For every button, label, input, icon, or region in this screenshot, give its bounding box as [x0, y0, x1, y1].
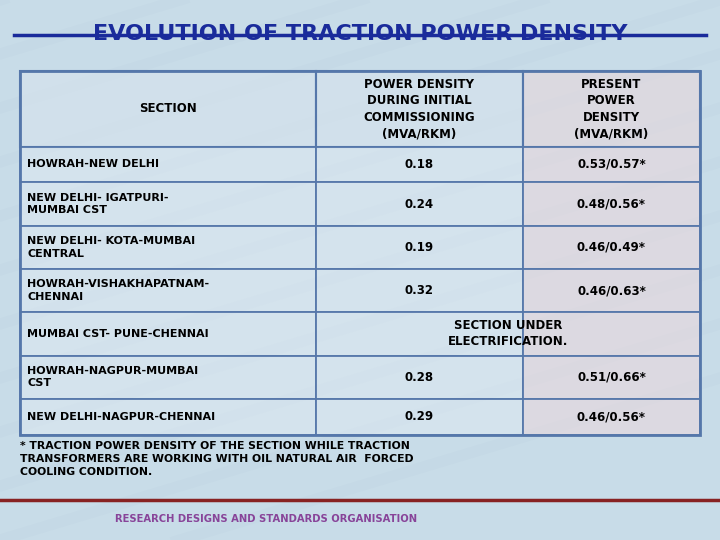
Text: SECTION UNDER
ELECTRIFICATION.: SECTION UNDER ELECTRIFICATION.	[448, 320, 568, 348]
Bar	[523, 146, 700, 183]
Bar	[20, 269, 316, 312]
Text: 0.19: 0.19	[405, 241, 434, 254]
Bar	[316, 71, 523, 146]
Bar	[316, 183, 523, 226]
Bar	[523, 399, 700, 435]
Bar	[523, 269, 700, 312]
Text: * TRACTION POWER DENSITY OF THE SECTION WHILE TRACTION
TRANSFORMERS ARE WORKING : * TRACTION POWER DENSITY OF THE SECTION …	[20, 441, 414, 477]
Bar	[316, 356, 523, 399]
Bar	[20, 183, 316, 226]
Bar	[20, 399, 316, 435]
Text: MUMBAI CST- PUNE-CHENNAI: MUMBAI CST- PUNE-CHENNAI	[27, 329, 209, 339]
Text: PRESENT
POWER
DENSITY
(MVA/RKM): PRESENT POWER DENSITY (MVA/RKM)	[575, 78, 649, 140]
Text: NEW DELHI- KOTA-MUMBAI
CENTRAL: NEW DELHI- KOTA-MUMBAI CENTRAL	[27, 236, 196, 259]
Text: 0.48/0.56*: 0.48/0.56*	[577, 198, 646, 211]
Bar	[316, 269, 523, 312]
Bar	[20, 71, 316, 146]
Text: HOWRAH-NAGPUR-MUMBAI
CST: HOWRAH-NAGPUR-MUMBAI CST	[27, 366, 199, 388]
Bar	[316, 146, 523, 183]
Bar	[20, 356, 316, 399]
Bar	[523, 226, 700, 269]
Text: POWER DENSITY
DURING INITIAL
COMMISSIONING
(MVA/RKM): POWER DENSITY DURING INITIAL COMMISSIONI…	[364, 78, 475, 140]
Bar	[523, 356, 700, 399]
Text: 0.46/0.49*: 0.46/0.49*	[577, 241, 646, 254]
Bar	[316, 226, 523, 269]
Text: NEW DELHI-NAGPUR-CHENNAI: NEW DELHI-NAGPUR-CHENNAI	[27, 412, 215, 422]
Text: 0.46/0.56*: 0.46/0.56*	[577, 410, 646, 423]
Bar	[523, 312, 700, 356]
Text: 0.29: 0.29	[405, 410, 434, 423]
Bar	[523, 71, 700, 146]
Text: HOWRAH-NEW DELHI: HOWRAH-NEW DELHI	[27, 159, 159, 170]
Text: NEW DELHI- IGATPURI-
MUMBAI CST: NEW DELHI- IGATPURI- MUMBAI CST	[27, 193, 169, 215]
Bar	[523, 183, 700, 226]
Text: RESEARCH DESIGNS AND STANDARDS ORGANISATION: RESEARCH DESIGNS AND STANDARDS ORGANISAT…	[115, 515, 418, 524]
Bar	[20, 71, 700, 435]
Text: 0.24: 0.24	[405, 198, 434, 211]
Text: 0.32: 0.32	[405, 284, 434, 297]
Bar	[20, 226, 316, 269]
Text: SECTION: SECTION	[139, 103, 197, 116]
Text: 0.51/0.66*: 0.51/0.66*	[577, 371, 646, 384]
Text: 0.53/0.57*: 0.53/0.57*	[577, 158, 646, 171]
Bar	[20, 312, 316, 356]
Text: HOWRAH-VISHAKHAPATNAM-
CHENNAI: HOWRAH-VISHAKHAPATNAM- CHENNAI	[27, 280, 210, 302]
Text: 0.46/0.63*: 0.46/0.63*	[577, 284, 646, 297]
Bar	[316, 399, 523, 435]
Bar	[20, 146, 316, 183]
Text: 0.18: 0.18	[405, 158, 434, 171]
Bar	[316, 312, 523, 356]
Text: 0.28: 0.28	[405, 371, 434, 384]
Text: EVOLUTION OF TRACTION POWER DENSITY: EVOLUTION OF TRACTION POWER DENSITY	[93, 24, 627, 44]
